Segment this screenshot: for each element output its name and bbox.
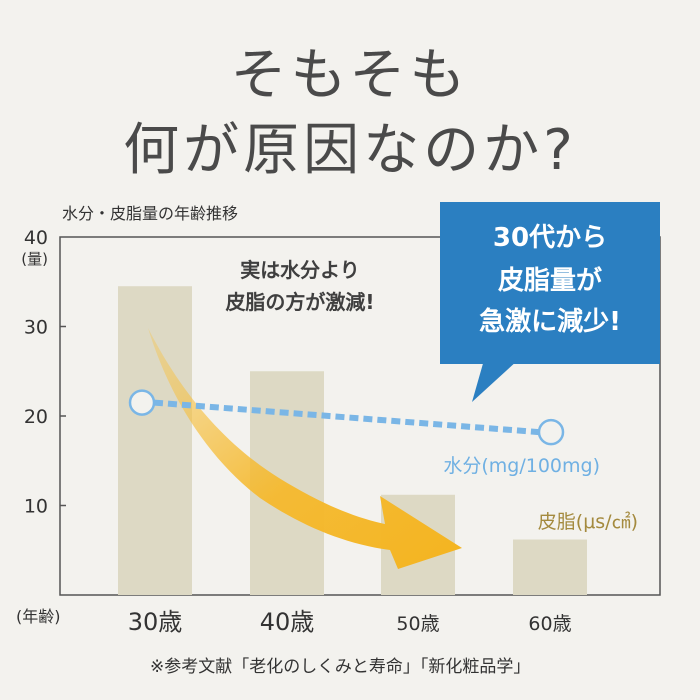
legend-water: 水分(mg/100mg) [443, 455, 600, 477]
y-tick-label: 10 [24, 496, 48, 518]
y-tick-label: 40 [24, 227, 48, 249]
bar-60歳 [513, 539, 587, 595]
water-series [128, 389, 565, 446]
y-tick-label: 20 [24, 406, 48, 428]
x-tick-label: 40歳 [260, 608, 315, 636]
x-tick-label: 60歳 [528, 613, 571, 635]
bar-30歳 [118, 286, 192, 595]
x-axis-unit: (年齢) [16, 607, 61, 626]
water-point-30 [128, 389, 156, 416]
arrow-shape [148, 328, 462, 569]
callout-line-3: 急激に減少! [479, 306, 621, 337]
callout-line-2: 皮脂量が [498, 265, 602, 296]
headline-line-2: 何が原因なのか? [123, 118, 577, 183]
callout-tail [472, 360, 518, 402]
callout-box [440, 202, 660, 364]
annotation-line-2: 皮脂の方が激減! [225, 290, 374, 314]
annotation-line-1: 実は水分より [240, 258, 360, 282]
source-note: ※参考文献「老化のしくみと寿命」「新化粧品学」 [150, 657, 531, 677]
y-tick-label: 30 [24, 317, 48, 339]
water-line [153, 399, 540, 436]
chart-subtitle: 水分・皮脂量の年齢推移 [62, 204, 239, 223]
y-axis-unit: (量) [21, 250, 48, 268]
callout-line-1: 30代から [493, 223, 607, 253]
chart-frame: 10 20 30 40(量) (年齢) 30歳 40歳 50歳 60歳 [16, 227, 661, 636]
x-tick-label: 50歳 [396, 613, 439, 635]
legend-sebum: 皮脂(μs/㎠) [538, 510, 638, 533]
water-point-60 [537, 418, 565, 446]
decline-arrow [148, 328, 462, 569]
x-tick-label: 30歳 [128, 608, 183, 636]
headline-line-1: そもそも [230, 43, 470, 108]
